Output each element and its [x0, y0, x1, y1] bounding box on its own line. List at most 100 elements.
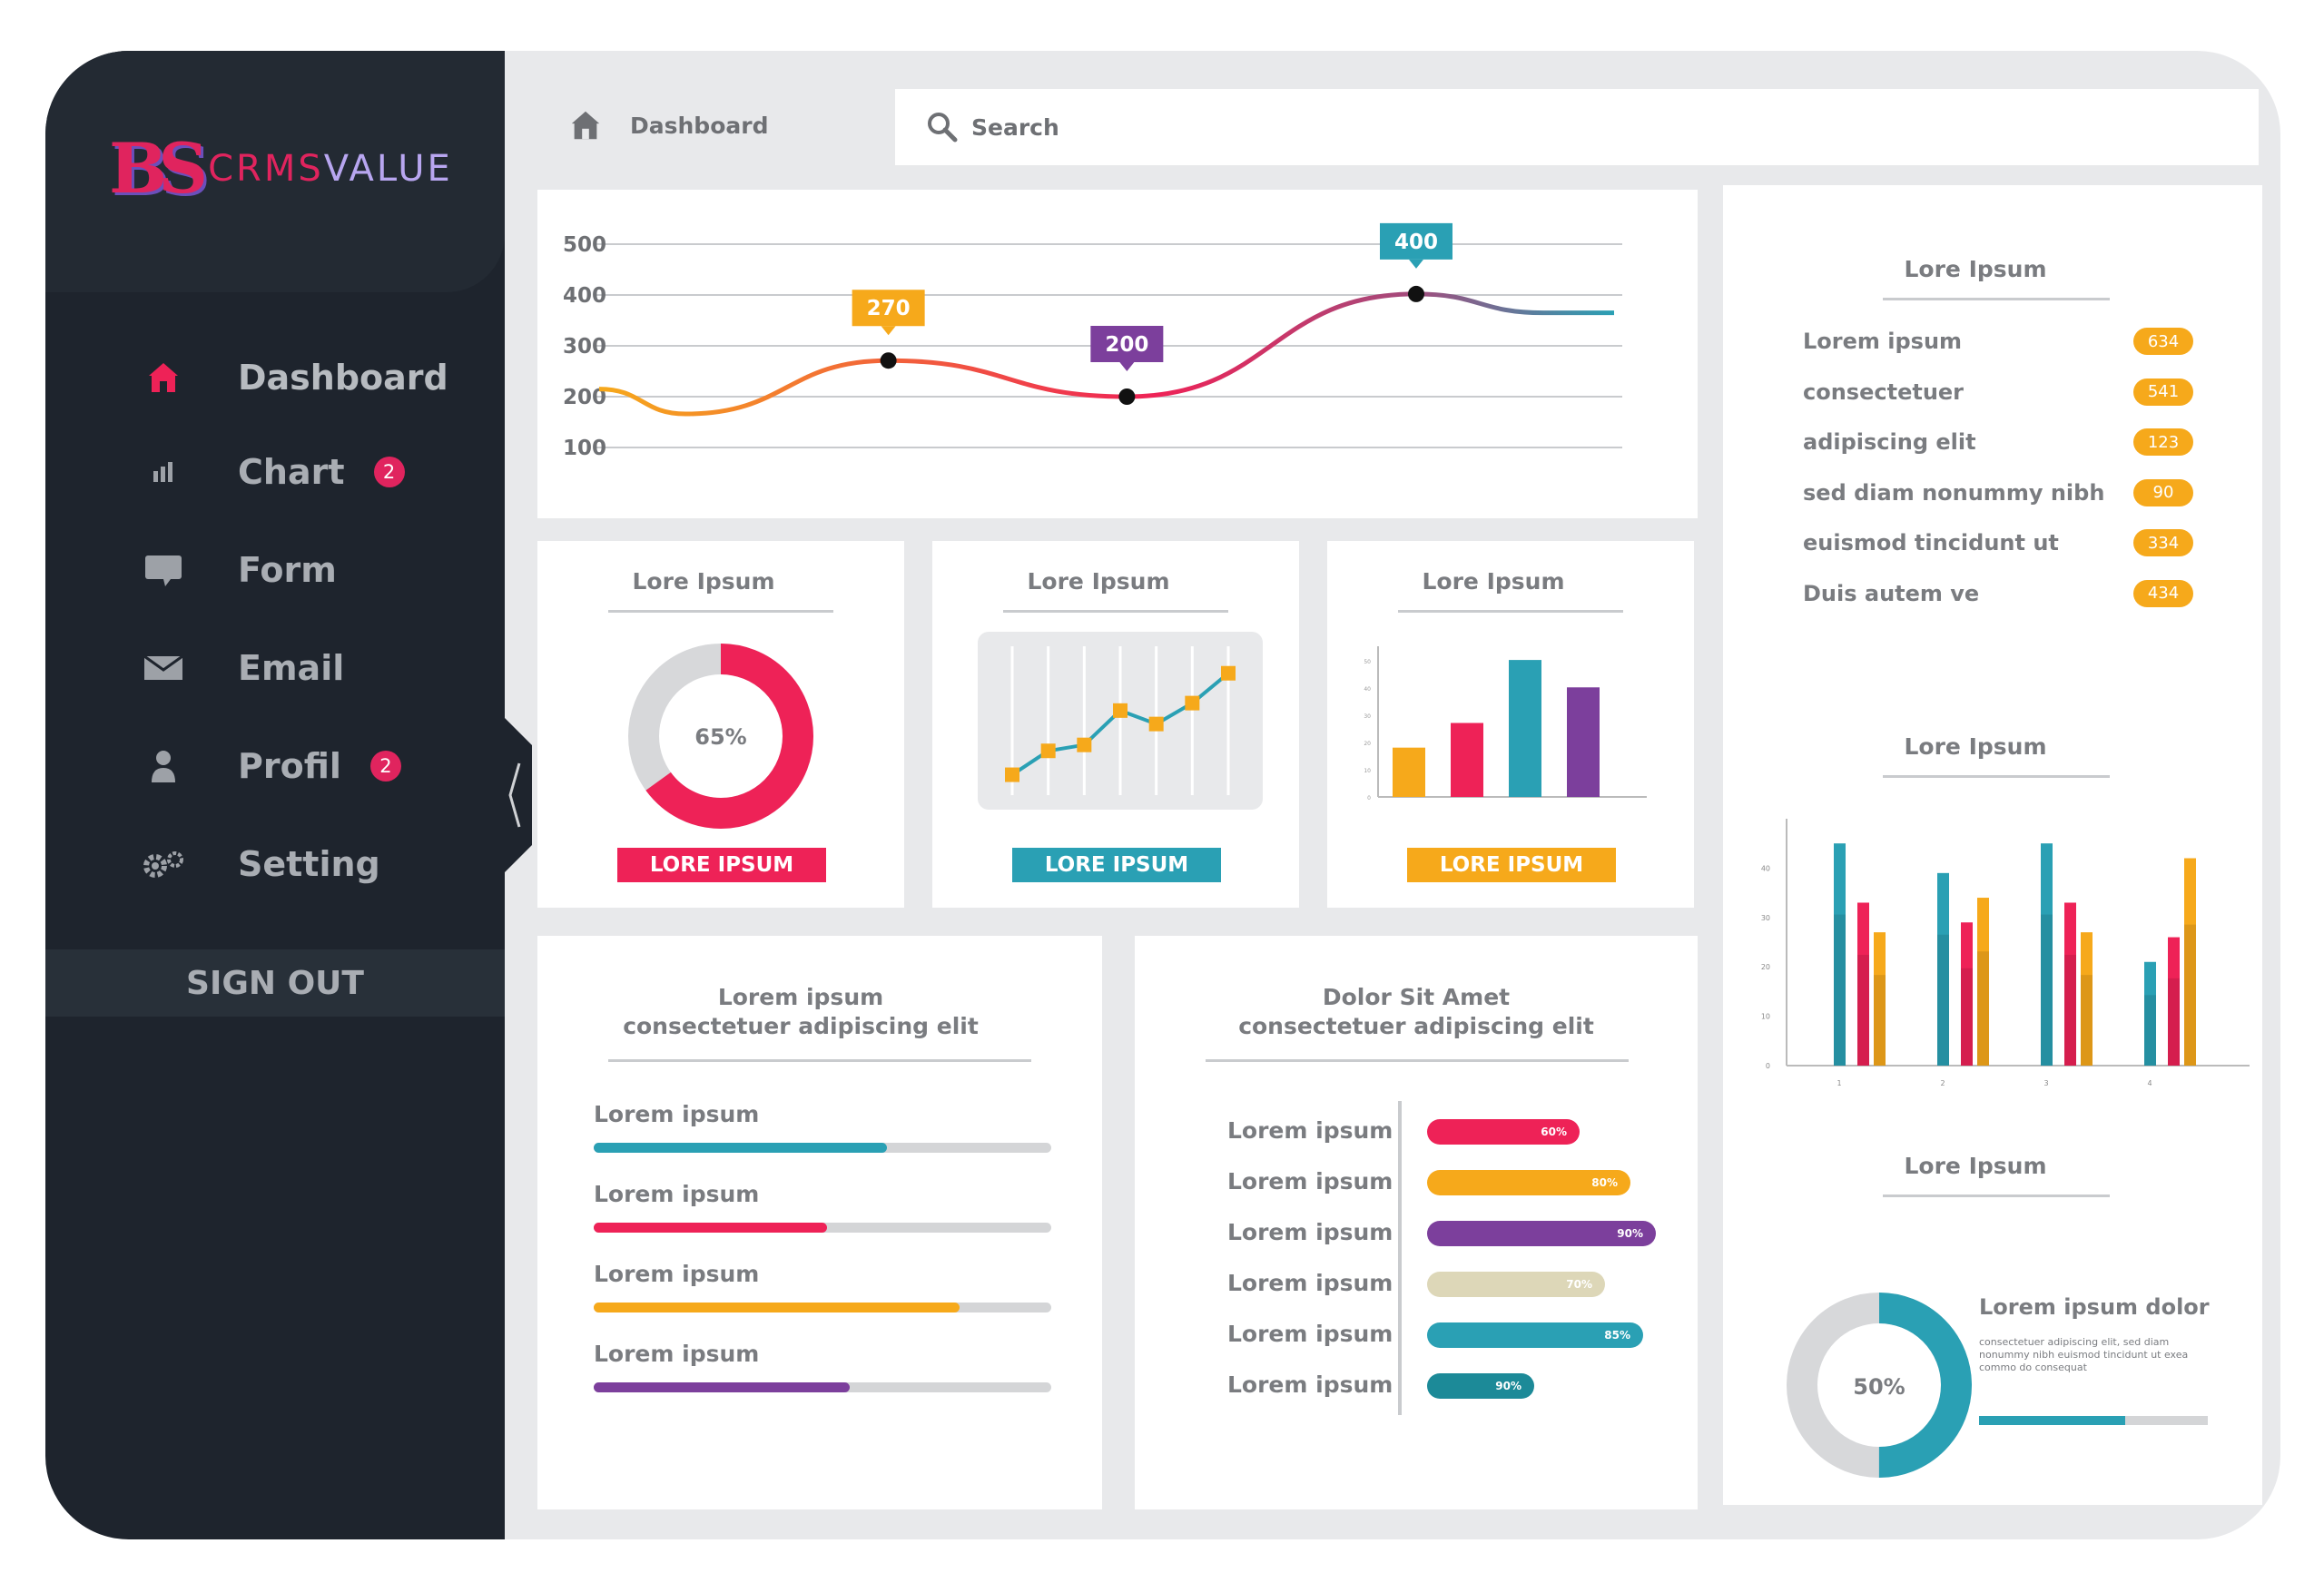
bar-shade: [2064, 954, 2076, 1066]
home-icon: [571, 111, 600, 140]
series-line: [598, 291, 1614, 417]
list-item: euismod tincidunt ut 334: [1803, 525, 2193, 561]
title-underline: [1206, 1059, 1629, 1062]
bar-shade: [2081, 975, 2093, 1066]
callout-label: 200: [1105, 333, 1148, 357]
progress-card: Lorem ipsum consectetuer adipiscing elit…: [537, 936, 1102, 1509]
title-underline: [1398, 610, 1623, 613]
sidebar-item-form[interactable]: Form: [136, 543, 337, 597]
y-tick-label: 0: [1766, 1062, 1770, 1070]
sidebar-item-profil[interactable]: Profil 2: [136, 739, 401, 793]
y-tick-label: 40: [1364, 686, 1371, 693]
pill-row-label: Lorem ipsum: [1227, 1117, 1393, 1144]
list-item-label: Duis autem ve: [1803, 580, 1980, 606]
bar-shade: [1874, 975, 1886, 1066]
donut-chart: 65%: [628, 644, 813, 829]
bar: [1451, 723, 1483, 797]
pill-bars-card: Dolor Sit Amet consectetuer adipiscing e…: [1135, 936, 1698, 1509]
bar-shade: [1961, 968, 1973, 1066]
sidebar-item-label: Profil: [238, 746, 341, 786]
list-item-label: consectetuer: [1803, 379, 1965, 405]
title-underline: [1883, 1194, 2110, 1197]
donut-description: consectetuer adipiscing elit, sed diam n…: [1979, 1336, 2189, 1373]
sidebar-item-label: Chart: [238, 452, 345, 492]
gear-icon: [136, 837, 191, 891]
data-point: [1221, 665, 1236, 681]
breadcrumb[interactable]: Dashboard: [568, 98, 768, 152]
data-point: [1040, 743, 1056, 759]
bar-shade: [1857, 954, 1869, 1066]
bar: [1393, 747, 1425, 797]
sidebar-item-email[interactable]: Email: [136, 641, 344, 695]
progress-track: [594, 1143, 1051, 1153]
progress-track: [594, 1303, 1051, 1312]
line-chart-card: 500 400 300 200 100 270 200 400: [537, 190, 1698, 518]
y-tick-label: 20: [1364, 741, 1371, 747]
envelope-icon: [136, 641, 191, 695]
pill-row-label: Lorem ipsum: [1227, 1371, 1393, 1398]
sidebar-item-label: Email: [238, 648, 345, 688]
data-point: [1077, 737, 1092, 752]
right-panel-card: Lore Ipsum Lorem ipsum 634 consectetuer 541…: [1723, 185, 2262, 1505]
percent-pill: 70%: [1427, 1272, 1605, 1297]
y-tick-label: 500: [563, 233, 606, 257]
mini-line-card: Lore Ipsum LORE IPSUM: [932, 541, 1299, 908]
y-tick-label: 100: [563, 437, 606, 460]
progress-fill: [594, 1223, 828, 1233]
count-badge: 541: [2133, 378, 2193, 406]
count-badge: 90: [2133, 478, 2193, 506]
mini-chart-panel: [978, 632, 1263, 810]
count-badge: 634: [2133, 328, 2193, 355]
donut-card: Lore Ipsum 65% LORE IPSUM: [537, 541, 904, 908]
data-point: [1005, 767, 1019, 782]
callout-pointer: [1408, 259, 1423, 269]
y-tick-label: 40: [1761, 864, 1770, 872]
notification-badge: 2: [369, 751, 401, 782]
sign-out-button[interactable]: SIGN OUT: [45, 949, 505, 1017]
progress-track: [594, 1382, 1051, 1392]
count-badge: 334: [2133, 529, 2193, 556]
data-point: [1118, 388, 1136, 405]
sidebar-item-setting[interactable]: Setting: [136, 837, 380, 891]
search-bar[interactable]: [895, 89, 2259, 165]
bar-chart-icon: [136, 445, 191, 499]
bar: [2064, 902, 2076, 1066]
title-underline: [1883, 298, 2110, 300]
y-tick-label: 50: [1364, 659, 1371, 665]
list-item: consectetuer 541: [1803, 374, 2193, 410]
x-tick-label: 2: [1940, 1079, 1945, 1087]
app-window: BS CRMSVALUE Dashboard Chart 2: [45, 51, 2280, 1539]
percent-pill: 60%: [1427, 1119, 1580, 1145]
mini-line-chart: [1005, 646, 1236, 795]
donut-chart: 50%: [1787, 1293, 1972, 1478]
callout-box: [1379, 222, 1452, 260]
percent-pill: 80%: [1427, 1170, 1630, 1195]
list-item: adipiscing elit 123: [1803, 424, 2193, 460]
bar: [1874, 932, 1886, 1066]
donut-arc: [1787, 1293, 1972, 1478]
sidebar-item-dashboard[interactable]: Dashboard: [136, 350, 448, 405]
sidebar-item-label: Setting: [238, 844, 380, 884]
card-title: Dolor Sit Amet consectetuer adipiscing e…: [1238, 984, 1594, 1039]
search-input[interactable]: [971, 113, 2152, 141]
lore-ipsum-button[interactable]: LORE IPSUM: [1407, 848, 1616, 882]
y-tick-label: 20: [1761, 963, 1770, 971]
card-title: Lore Ipsum: [1422, 568, 1565, 595]
y-tick-label: 400: [563, 284, 606, 308]
chat-bubble-icon: [136, 543, 191, 597]
user-icon: [136, 739, 191, 793]
bar: [1857, 902, 1869, 1066]
lore-ipsum-button[interactable]: LORE IPSUM: [1012, 848, 1221, 882]
pill-row-label: Lorem ipsum: [1227, 1321, 1393, 1347]
bar-shade: [2184, 924, 2196, 1066]
sidebar-collapse-toggle[interactable]: [505, 718, 532, 872]
progress-fill: [594, 1303, 960, 1312]
summary-progress-fill: [1979, 1416, 2126, 1425]
sidebar-item-chart[interactable]: Chart 2: [136, 445, 405, 499]
donut-value: 50%: [1853, 1374, 1905, 1400]
lore-ipsum-button[interactable]: LORE IPSUM: [617, 848, 826, 882]
count-badge: 434: [2133, 579, 2193, 607]
bar-shade: [2041, 914, 2053, 1066]
brand-logo[interactable]: BS CRMSVALUE: [109, 128, 453, 209]
